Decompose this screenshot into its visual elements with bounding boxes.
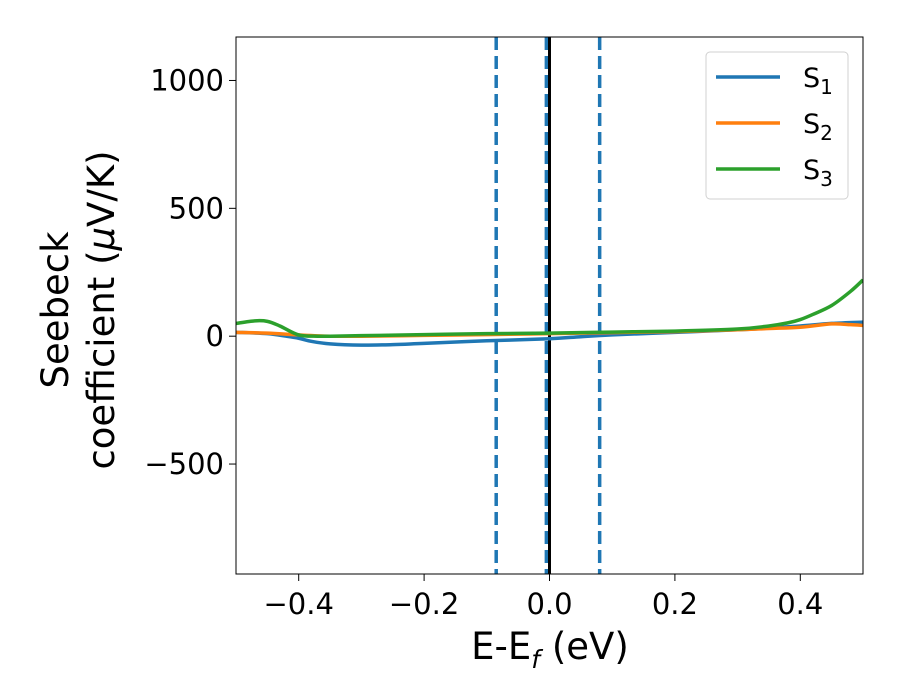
y-axis-title-line2: coefficient (μV/K) xyxy=(80,150,123,469)
series-lines xyxy=(236,278,863,347)
legend-label-s2: S2 xyxy=(803,109,833,145)
series-line-s3 xyxy=(236,278,863,339)
x-tick-label: 0.4 xyxy=(777,587,823,621)
y-axis-title: Seebeck coefficient (μV/K) xyxy=(34,150,123,469)
x-tick-label: 0.2 xyxy=(652,587,698,621)
y-axis-ticks: −500 0 500 1000 xyxy=(144,63,236,481)
y-tick-label: 1000 xyxy=(150,63,224,97)
y-axis-title-coef: coefficient ( xyxy=(80,250,123,469)
y-axis-title-mu: μ xyxy=(80,227,123,252)
legend: S1 S2 S3 xyxy=(705,51,849,200)
x-tick-label: −0.2 xyxy=(389,587,459,621)
x-axis-title: E-Ef (eV) xyxy=(471,625,629,674)
x-axis-ticks: −0.4 −0.2 0.0 0.2 0.4 xyxy=(263,574,823,621)
legend-label-s3: S3 xyxy=(803,155,833,191)
x-tick-label: −0.4 xyxy=(263,587,333,621)
legend-label-s1: S1 xyxy=(803,63,833,99)
y-axis-title-line1: Seebeck xyxy=(34,231,77,389)
vertical-lines xyxy=(494,37,602,574)
y-axis-title-unit: V/K) xyxy=(80,150,123,226)
y-tick-label: 500 xyxy=(169,191,224,225)
x-axis-title-main: E-E xyxy=(471,625,531,668)
x-axis-title-unit: (eV) xyxy=(540,625,629,668)
y-tick-label: 0 xyxy=(206,319,224,353)
y-tick-label: −500 xyxy=(144,447,224,481)
legend-box xyxy=(705,51,849,200)
x-tick-label: 0.0 xyxy=(526,587,572,621)
